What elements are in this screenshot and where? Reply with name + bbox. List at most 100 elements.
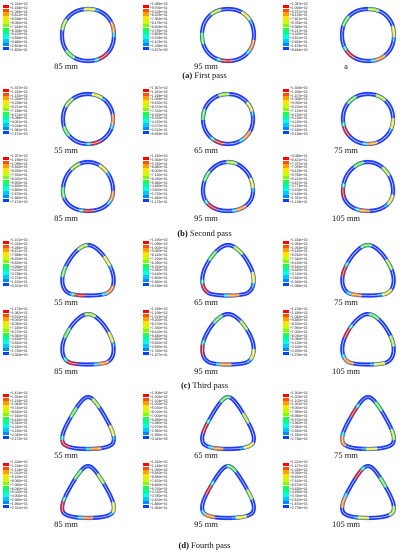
legend-swatch [143,332,149,337]
deformed-tube-contour [200,242,256,298]
legend-tick-label: +3.780e+01 [150,494,168,499]
legend-swatch [3,16,9,20]
legend-tick-label: +1.119e+01 [290,199,308,204]
tube-outer-band [340,394,396,452]
legend-tick-label: +1.005e+02 [290,5,308,10]
legend-swatch [283,489,289,493]
legend-swatch [283,96,289,100]
deformed-tube-contour [340,242,396,298]
legend-tick-label: +1.107e+02 [290,93,308,98]
legend-tick-label: +6.429e+01 [290,169,308,174]
legend-tick-label: +1.026e+02 [10,97,28,102]
legend-tick-label: +5.147e+01 [290,28,308,33]
legend-swatch [143,130,149,135]
legend-tick-label: +1.033e+02 [290,467,308,472]
legend-tick-label: +6.270e+01 [10,329,28,334]
tube-outer-band [60,242,116,298]
legend-tick-label: +5.136e+00 [290,131,308,136]
stress-segment [340,312,396,366]
legend-tick-label: +1.337e+02 [10,86,28,90]
panel-label: a [344,61,348,71]
legend-swatch [3,481,9,486]
stress-segment [60,312,116,366]
legend-tick-label: +1.276e+02 [290,307,308,311]
legend-swatch [283,35,289,39]
legend-swatch [143,412,149,417]
tube-outer-band [200,311,256,367]
legend-swatch [3,275,9,279]
legend-swatch [283,393,289,398]
legend-swatch [3,321,9,325]
legend-tick-label: +6.783e+01 [290,21,308,25]
panel-label: 85 mm [54,519,78,529]
legend-tick-label: +3.970e+01 [150,425,168,430]
legend-swatch [3,466,9,471]
legend-tick-label: +7.601e+01 [290,17,308,22]
stress-segment [340,312,396,366]
legend-tick-label: +9.140e+01 [290,249,308,254]
legend-tick-label: +1.244e+02 [10,2,28,6]
legend-tick-label: +7.354e+01 [150,17,168,22]
legend-swatch [283,42,289,47]
color-legend: +1.297e+02 +1.196e+02 +1.095e+02 +9.940e+01… [3,154,49,213]
legend-swatch [3,92,9,97]
stress-segment [340,243,396,297]
legend-tick-label: +3.511e+01 [290,36,308,41]
legend-swatch [3,328,9,333]
legend-tick-label: +8.240e+01 [290,253,308,258]
legend-tick-label: +8.100e+01 [290,105,308,109]
stress-segment [340,243,396,297]
legend-tick-label: +1.960e+01 [10,501,28,506]
legend-swatch [283,500,289,505]
legend-swatch [3,244,9,249]
legend-swatch [3,191,9,195]
legend-tick-label: +5.965e+01 [290,24,308,29]
stress-segment [60,312,116,366]
legend-tick-label: +8.450e+01 [290,475,308,480]
tube-outer-band [340,463,396,521]
legend-tick-label: +7.472e+00 [10,199,28,204]
legend-tick-label: +3.773e+01 [290,184,308,189]
contour-panel: +1.337e+02 +1.233e+02 +1.130e+02 +1.026e+02… [3,86,129,155]
legend-swatch [3,96,9,100]
legend-swatch [283,317,289,321]
stress-segment [200,243,256,297]
legend-swatch [3,12,9,16]
legend-tick-label: +2.693e+01 [290,40,308,44]
legend-swatch [143,466,149,471]
stress-segment [200,243,256,297]
legend-swatch [283,175,289,180]
legend-swatch [3,130,9,135]
legend-tick-label: +6.410e+01 [150,329,168,334]
legend-tick-label: +1.978e+01 [290,352,308,357]
legend-tick-label: +2.172e+00 [10,436,28,441]
legend-tick-label: +6.570e+01 [290,482,308,487]
stress-segment [60,312,116,366]
legend-tick-label: +1.305e+02 [290,86,308,90]
legend-tick-label: +1.173e+01 [150,199,168,204]
legend-swatch [143,485,149,490]
legend-swatch [283,416,289,421]
legend-tick-label: +4.132e+01 [150,120,168,125]
legend-tick-label: +9.200e+01 [150,318,168,323]
tube-midline [202,313,254,365]
legend-swatch [283,240,289,245]
legend-swatch [283,271,289,275]
legend-tick-label: +9.000e+01 [290,406,308,411]
legend-swatch [283,248,289,252]
legend-tick-label: +8.419e+01 [290,13,308,18]
legend-tick-label: +2.445e+01 [290,192,308,196]
contour-panel: +1.199e+02 +1.106e+02 +1.013e+02 +9.200e+01… [143,307,269,376]
legend-swatch [283,46,289,51]
legend-swatch [143,478,149,482]
legend-tick-label: +3.072e+01 [150,124,168,128]
legend-tick-label: +1.233e+02 [10,89,28,94]
legend-swatch [3,397,9,402]
legend-swatch [3,267,9,271]
legend-tick-label: +4.640e+01 [290,268,308,273]
tube-outer-band [200,463,256,521]
legend-swatch [143,119,149,123]
stress-segment [60,312,116,366]
panel-label: 85 mm [54,61,78,71]
legend-swatch [3,256,9,260]
